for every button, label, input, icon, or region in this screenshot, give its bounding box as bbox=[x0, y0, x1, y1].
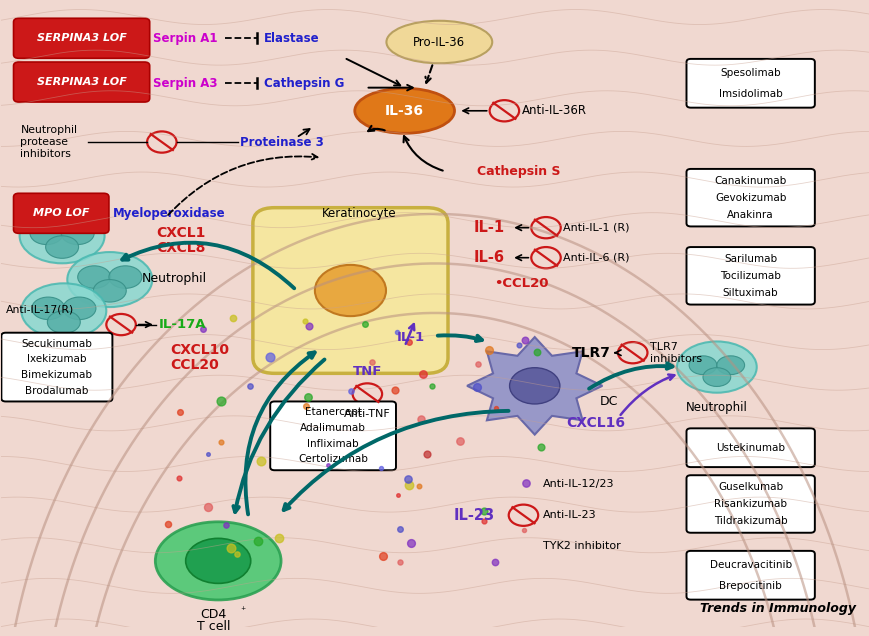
Text: Anti-IL-23: Anti-IL-23 bbox=[543, 510, 596, 520]
Ellipse shape bbox=[315, 265, 386, 316]
Ellipse shape bbox=[61, 222, 94, 245]
Text: Anti-IL-36R: Anti-IL-36R bbox=[521, 104, 586, 117]
FancyBboxPatch shape bbox=[14, 193, 109, 233]
FancyBboxPatch shape bbox=[14, 18, 149, 59]
Ellipse shape bbox=[509, 368, 560, 404]
Ellipse shape bbox=[63, 297, 96, 319]
Text: Ixekizumab: Ixekizumab bbox=[27, 354, 87, 364]
Polygon shape bbox=[467, 337, 601, 434]
Text: Risankizumab: Risankizumab bbox=[713, 499, 786, 509]
Ellipse shape bbox=[20, 209, 104, 263]
Text: Deucravacitinib: Deucravacitinib bbox=[709, 560, 791, 570]
FancyBboxPatch shape bbox=[686, 59, 814, 107]
Text: Brodalumab: Brodalumab bbox=[25, 385, 89, 396]
Text: Brepocitinib: Brepocitinib bbox=[719, 581, 781, 591]
Text: ⁺: ⁺ bbox=[240, 606, 245, 616]
Text: Anti-IL-6 (R): Anti-IL-6 (R) bbox=[563, 252, 629, 263]
Ellipse shape bbox=[30, 222, 63, 245]
Text: Elastase: Elastase bbox=[264, 32, 320, 45]
FancyBboxPatch shape bbox=[686, 475, 814, 533]
Text: •CCL20: •CCL20 bbox=[494, 277, 547, 291]
Text: Cathepsin S: Cathepsin S bbox=[476, 165, 560, 178]
FancyBboxPatch shape bbox=[686, 551, 814, 600]
Ellipse shape bbox=[688, 356, 716, 375]
Ellipse shape bbox=[716, 356, 744, 375]
Ellipse shape bbox=[22, 283, 106, 338]
FancyBboxPatch shape bbox=[686, 169, 814, 226]
Ellipse shape bbox=[386, 21, 492, 63]
Text: TLR7
inhibitors: TLR7 inhibitors bbox=[649, 342, 701, 364]
Text: Serpin A3: Serpin A3 bbox=[153, 77, 217, 90]
Text: Neutrophil
protease
inhibitors: Neutrophil protease inhibitors bbox=[21, 125, 77, 160]
FancyBboxPatch shape bbox=[686, 428, 814, 467]
Text: CXCL10
CCL20: CXCL10 CCL20 bbox=[170, 343, 229, 372]
Ellipse shape bbox=[355, 88, 454, 134]
Text: Adalimumab: Adalimumab bbox=[300, 423, 366, 433]
Text: Cathepsin G: Cathepsin G bbox=[264, 77, 344, 90]
FancyBboxPatch shape bbox=[686, 247, 814, 305]
Text: T cell: T cell bbox=[197, 620, 230, 633]
Text: Etanercept: Etanercept bbox=[304, 408, 362, 417]
Text: Anti-TNF: Anti-TNF bbox=[343, 409, 390, 419]
Text: Pro-IL-36: Pro-IL-36 bbox=[413, 36, 465, 48]
Text: Tocilizumab: Tocilizumab bbox=[720, 271, 780, 281]
Text: Siltuximab: Siltuximab bbox=[722, 288, 778, 298]
Text: Keratinocyte: Keratinocyte bbox=[322, 207, 396, 220]
Text: Anti-IL-17(R): Anti-IL-17(R) bbox=[6, 305, 74, 315]
Text: TLR7: TLR7 bbox=[572, 346, 610, 360]
Ellipse shape bbox=[109, 266, 142, 288]
Text: Guselkumab: Guselkumab bbox=[717, 482, 782, 492]
Text: SERPINA3 LOF: SERPINA3 LOF bbox=[36, 77, 126, 87]
Text: DC: DC bbox=[599, 395, 618, 408]
Text: Secukinumab: Secukinumab bbox=[22, 338, 92, 349]
Text: Anakinra: Anakinra bbox=[726, 210, 773, 220]
Text: Neutrophil: Neutrophil bbox=[685, 401, 747, 415]
Text: Serpin A1: Serpin A1 bbox=[153, 32, 217, 45]
Text: Tildrakizumab: Tildrakizumab bbox=[713, 516, 786, 526]
Text: Myeloperoxidase: Myeloperoxidase bbox=[112, 207, 225, 220]
Ellipse shape bbox=[45, 236, 78, 258]
Text: CXCL16: CXCL16 bbox=[566, 417, 624, 431]
FancyBboxPatch shape bbox=[253, 208, 448, 373]
Text: IL-23: IL-23 bbox=[454, 508, 494, 523]
Text: IL-36: IL-36 bbox=[385, 104, 424, 118]
Text: CXCL1
CXCL8: CXCL1 CXCL8 bbox=[156, 226, 205, 255]
Ellipse shape bbox=[67, 252, 152, 307]
Text: Proteinase 3: Proteinase 3 bbox=[240, 135, 323, 149]
Text: Spesolimab: Spesolimab bbox=[720, 67, 780, 78]
Ellipse shape bbox=[156, 522, 281, 600]
Text: SERPINA3 LOF: SERPINA3 LOF bbox=[36, 33, 126, 43]
Ellipse shape bbox=[676, 342, 756, 392]
FancyBboxPatch shape bbox=[14, 62, 149, 102]
Text: TNF: TNF bbox=[352, 365, 381, 378]
Text: Anti-IL-12/23: Anti-IL-12/23 bbox=[543, 479, 614, 489]
Text: IL-6: IL-6 bbox=[474, 250, 504, 265]
FancyBboxPatch shape bbox=[270, 401, 395, 470]
Text: Bimekizumab: Bimekizumab bbox=[22, 370, 92, 380]
Text: Infliximab: Infliximab bbox=[307, 439, 359, 448]
Text: Anti-IL-1 (R): Anti-IL-1 (R) bbox=[563, 223, 629, 233]
Text: Trends in Immunology: Trends in Immunology bbox=[699, 602, 854, 615]
FancyBboxPatch shape bbox=[2, 333, 112, 401]
Ellipse shape bbox=[185, 538, 250, 583]
Text: Imsidolimab: Imsidolimab bbox=[718, 89, 781, 99]
Text: Ustekinumab: Ustekinumab bbox=[715, 443, 784, 453]
Text: Canakinumab: Canakinumab bbox=[713, 176, 786, 186]
Text: Sarilumab: Sarilumab bbox=[723, 254, 776, 264]
Ellipse shape bbox=[31, 297, 64, 319]
Text: MPO LOF: MPO LOF bbox=[33, 209, 90, 218]
Text: Gevokizumab: Gevokizumab bbox=[714, 193, 786, 203]
Text: IL-1: IL-1 bbox=[396, 331, 424, 344]
Text: Certolizumab: Certolizumab bbox=[298, 454, 368, 464]
Text: TYK2 inhibitor: TYK2 inhibitor bbox=[543, 541, 620, 551]
Ellipse shape bbox=[77, 266, 110, 288]
Ellipse shape bbox=[47, 311, 80, 333]
Text: CD4: CD4 bbox=[201, 608, 227, 621]
Ellipse shape bbox=[93, 280, 126, 302]
Ellipse shape bbox=[702, 368, 730, 387]
Text: IL-17A: IL-17A bbox=[159, 318, 207, 331]
Text: Neutrophil: Neutrophil bbox=[142, 272, 207, 285]
Text: IL-1: IL-1 bbox=[474, 220, 505, 235]
